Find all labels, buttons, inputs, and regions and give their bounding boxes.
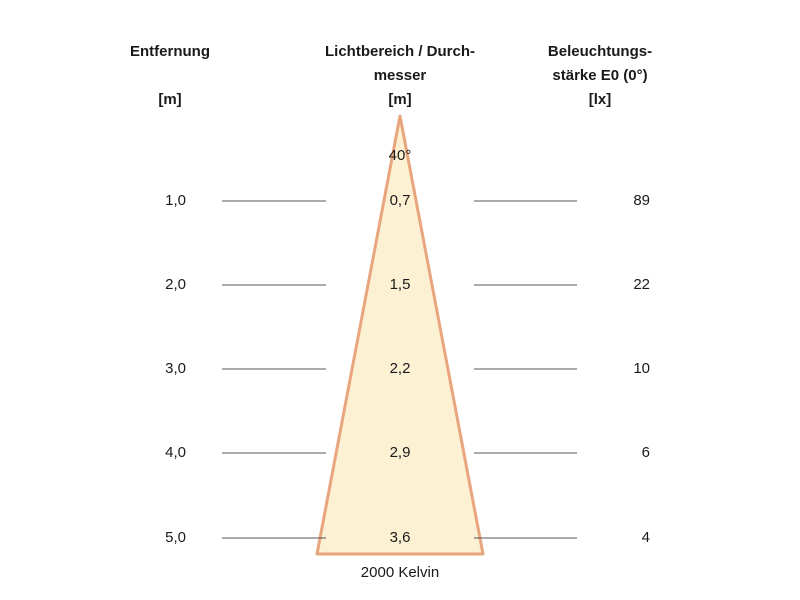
illuminance-value: 6 <box>641 444 650 461</box>
distance-header-unit: [m] <box>158 91 182 108</box>
diameter-value: 2,2 <box>389 360 411 377</box>
illuminance-value: 89 <box>633 192 650 209</box>
illuminance-header-label: Beleuchtungs- <box>547 43 653 60</box>
distance-value: 4,0 <box>165 444 186 461</box>
diameter-value: 0,7 <box>389 192 411 209</box>
beam-header-label: Lichtbereich / Durch- <box>324 43 476 60</box>
distance-value: 2,0 <box>165 276 186 293</box>
light-beam-cone <box>315 114 485 556</box>
color-temperature-label: 2000 Kelvin <box>360 564 440 581</box>
guide-lines <box>222 200 577 539</box>
beam-angle-label: 40° <box>388 147 412 164</box>
beam-header-unit: [m] <box>388 91 412 108</box>
illuminance-value: 10 <box>633 360 650 377</box>
distance-header: Entfernung [m] <box>110 40 230 112</box>
beam-header-label-2: messer <box>373 67 427 84</box>
illuminance-header: Beleuchtungs- stärke E0 (0°) [lx] <box>520 40 680 112</box>
diameter-value: 3,6 <box>389 529 411 546</box>
distance-value: 3,0 <box>165 360 186 377</box>
illuminance-header-label-2: stärke E0 (0°) <box>552 67 648 84</box>
distance-value: 5,0 <box>165 529 186 546</box>
illuminance-value: 22 <box>633 276 650 293</box>
beam-header: Lichtbereich / Durch- messer [m] <box>300 40 500 112</box>
distance-value: 1,0 <box>165 192 186 209</box>
distance-header-label: Entfernung <box>130 43 210 60</box>
illuminance-value: 4 <box>641 529 650 546</box>
diameter-value: 1,5 <box>389 276 411 293</box>
diameter-value: 2,9 <box>389 444 411 461</box>
illuminance-header-unit: [lx] <box>588 91 612 108</box>
